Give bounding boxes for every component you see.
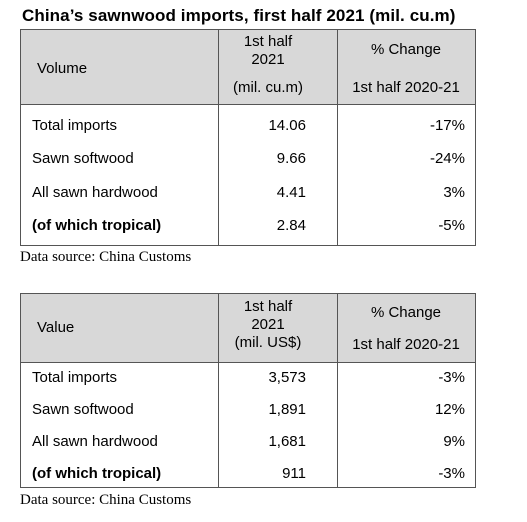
value-change-header: % Change xyxy=(370,304,442,321)
value-data-source: Data source: China Customs xyxy=(20,492,192,508)
column-divider xyxy=(337,30,338,245)
column-divider xyxy=(337,294,338,487)
value-table-header: Value 1st half 2021 (mil. US$) % Change … xyxy=(21,294,475,363)
column-divider xyxy=(218,294,219,487)
volume-period-header: 1st half 2021 (mil. cu.m) xyxy=(233,33,303,96)
column-divider xyxy=(218,30,219,245)
volume-change-header: % Change xyxy=(370,41,442,58)
value-table: Value 1st half 2021 (mil. US$) % Change … xyxy=(20,293,476,488)
page-title: China’s sawnwood imports, first half 202… xyxy=(22,6,456,25)
volume-change-period-header: 1st half 2020-21 xyxy=(352,79,460,96)
volume-data-source: Data source: China Customs xyxy=(20,249,192,265)
value-header-label: Value xyxy=(37,319,75,336)
volume-header-label: Volume xyxy=(37,60,88,77)
value-change-period-header: 1st half 2020-21 xyxy=(352,336,460,353)
value-period-header: 1st half 2021 (mil. US$) xyxy=(234,298,302,351)
volume-table-header: Volume 1st half 2021 (mil. cu.m) % Chang… xyxy=(21,30,475,105)
volume-table: Volume 1st half 2021 (mil. cu.m) % Chang… xyxy=(20,29,476,246)
